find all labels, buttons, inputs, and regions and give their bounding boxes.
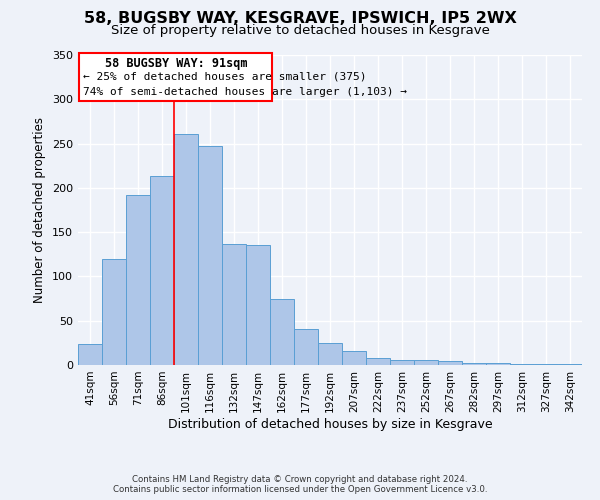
Bar xyxy=(342,351,366,365)
Bar xyxy=(150,176,174,365)
Y-axis label: Number of detached properties: Number of detached properties xyxy=(34,117,46,303)
Bar xyxy=(366,358,390,365)
Bar xyxy=(126,195,150,365)
Bar xyxy=(558,364,582,365)
FancyBboxPatch shape xyxy=(79,53,272,101)
Text: Size of property relative to detached houses in Kesgrave: Size of property relative to detached ho… xyxy=(110,24,490,37)
Bar xyxy=(174,134,198,365)
Bar xyxy=(534,364,558,365)
Text: 74% of semi-detached houses are larger (1,103) →: 74% of semi-detached houses are larger (… xyxy=(83,87,407,97)
X-axis label: Distribution of detached houses by size in Kesgrave: Distribution of detached houses by size … xyxy=(167,418,493,430)
Bar xyxy=(102,258,126,365)
Bar xyxy=(462,363,486,365)
Bar xyxy=(222,244,246,365)
Text: Contains HM Land Registry data © Crown copyright and database right 2024.
Contai: Contains HM Land Registry data © Crown c… xyxy=(113,474,487,494)
Bar xyxy=(270,298,294,365)
Text: 58 BUGSBY WAY: 91sqm: 58 BUGSBY WAY: 91sqm xyxy=(104,57,247,70)
Bar xyxy=(78,344,102,365)
Bar xyxy=(510,364,534,365)
Bar xyxy=(294,328,318,365)
Bar xyxy=(438,360,462,365)
Bar xyxy=(198,146,222,365)
Text: 58, BUGSBY WAY, KESGRAVE, IPSWICH, IP5 2WX: 58, BUGSBY WAY, KESGRAVE, IPSWICH, IP5 2… xyxy=(83,11,517,26)
Bar xyxy=(486,363,510,365)
Bar xyxy=(246,244,270,365)
Bar xyxy=(414,360,438,365)
Bar xyxy=(318,343,342,365)
Text: ← 25% of detached houses are smaller (375): ← 25% of detached houses are smaller (37… xyxy=(83,71,366,81)
Bar xyxy=(390,360,414,365)
